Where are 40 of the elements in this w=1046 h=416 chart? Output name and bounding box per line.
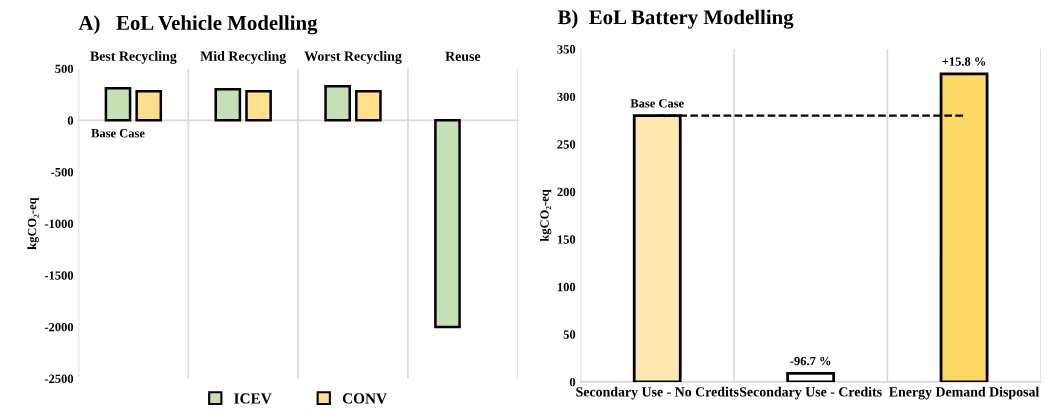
annotation: +15.8 % bbox=[942, 57, 986, 66]
y-tick-label: -500 bbox=[51, 167, 74, 177]
y-tick-label: 150 bbox=[557, 235, 576, 244]
y-tick-label: -1500 bbox=[44, 271, 74, 280]
bar bbox=[104, 87, 132, 122]
bar bbox=[324, 84, 351, 122]
bar bbox=[214, 88, 242, 122]
x-tick-label: Worst Recycling bbox=[304, 51, 402, 64]
x-tick-label: Best Recycling bbox=[90, 51, 177, 64]
bar bbox=[245, 90, 272, 122]
legend-label: ICEV bbox=[234, 393, 272, 404]
legend-label: CONV bbox=[342, 393, 387, 404]
bar bbox=[786, 371, 836, 382]
y-tick-label: -1000 bbox=[44, 219, 74, 229]
annotation: Base Case bbox=[91, 129, 145, 138]
y-tick-label: -2000 bbox=[44, 322, 74, 332]
y-tick-label: 300 bbox=[557, 92, 576, 102]
bar bbox=[135, 90, 163, 122]
y-tick-label: 50 bbox=[563, 330, 576, 339]
y-axis-title: kgCO₂-eq bbox=[27, 197, 39, 250]
y-tick-label: 0 bbox=[569, 377, 576, 387]
x-tick-label: Secondary Use - No Credits bbox=[576, 386, 739, 400]
y-tick-label: 350 bbox=[557, 45, 576, 54]
x-tick-label: Energy Demand Disposal bbox=[889, 386, 1040, 400]
annotation: -96.7 % bbox=[790, 356, 831, 366]
y-tick-label: 0 bbox=[67, 116, 74, 125]
y-tick-label: 250 bbox=[557, 140, 576, 149]
y-tick-label: 100 bbox=[557, 282, 576, 292]
bar bbox=[355, 90, 382, 122]
x-tick-label: Mid Recycling bbox=[200, 51, 287, 64]
y-tick-label: -2500 bbox=[44, 374, 74, 384]
chart-title: B) EoL Battery Modelling bbox=[557, 9, 794, 29]
bar bbox=[434, 119, 461, 329]
x-tick-label: Reuse bbox=[445, 51, 481, 61]
y-tick-label: 200 bbox=[557, 187, 576, 197]
y-axis-title: kgCO₂-eq bbox=[539, 189, 552, 242]
chart-title: A) EoL Vehicle Modelling bbox=[78, 15, 318, 35]
x-tick-label: Secondary Use - Credits bbox=[739, 386, 882, 400]
annotation: Base Case bbox=[630, 99, 684, 108]
y-tick-label: 500 bbox=[55, 64, 74, 74]
